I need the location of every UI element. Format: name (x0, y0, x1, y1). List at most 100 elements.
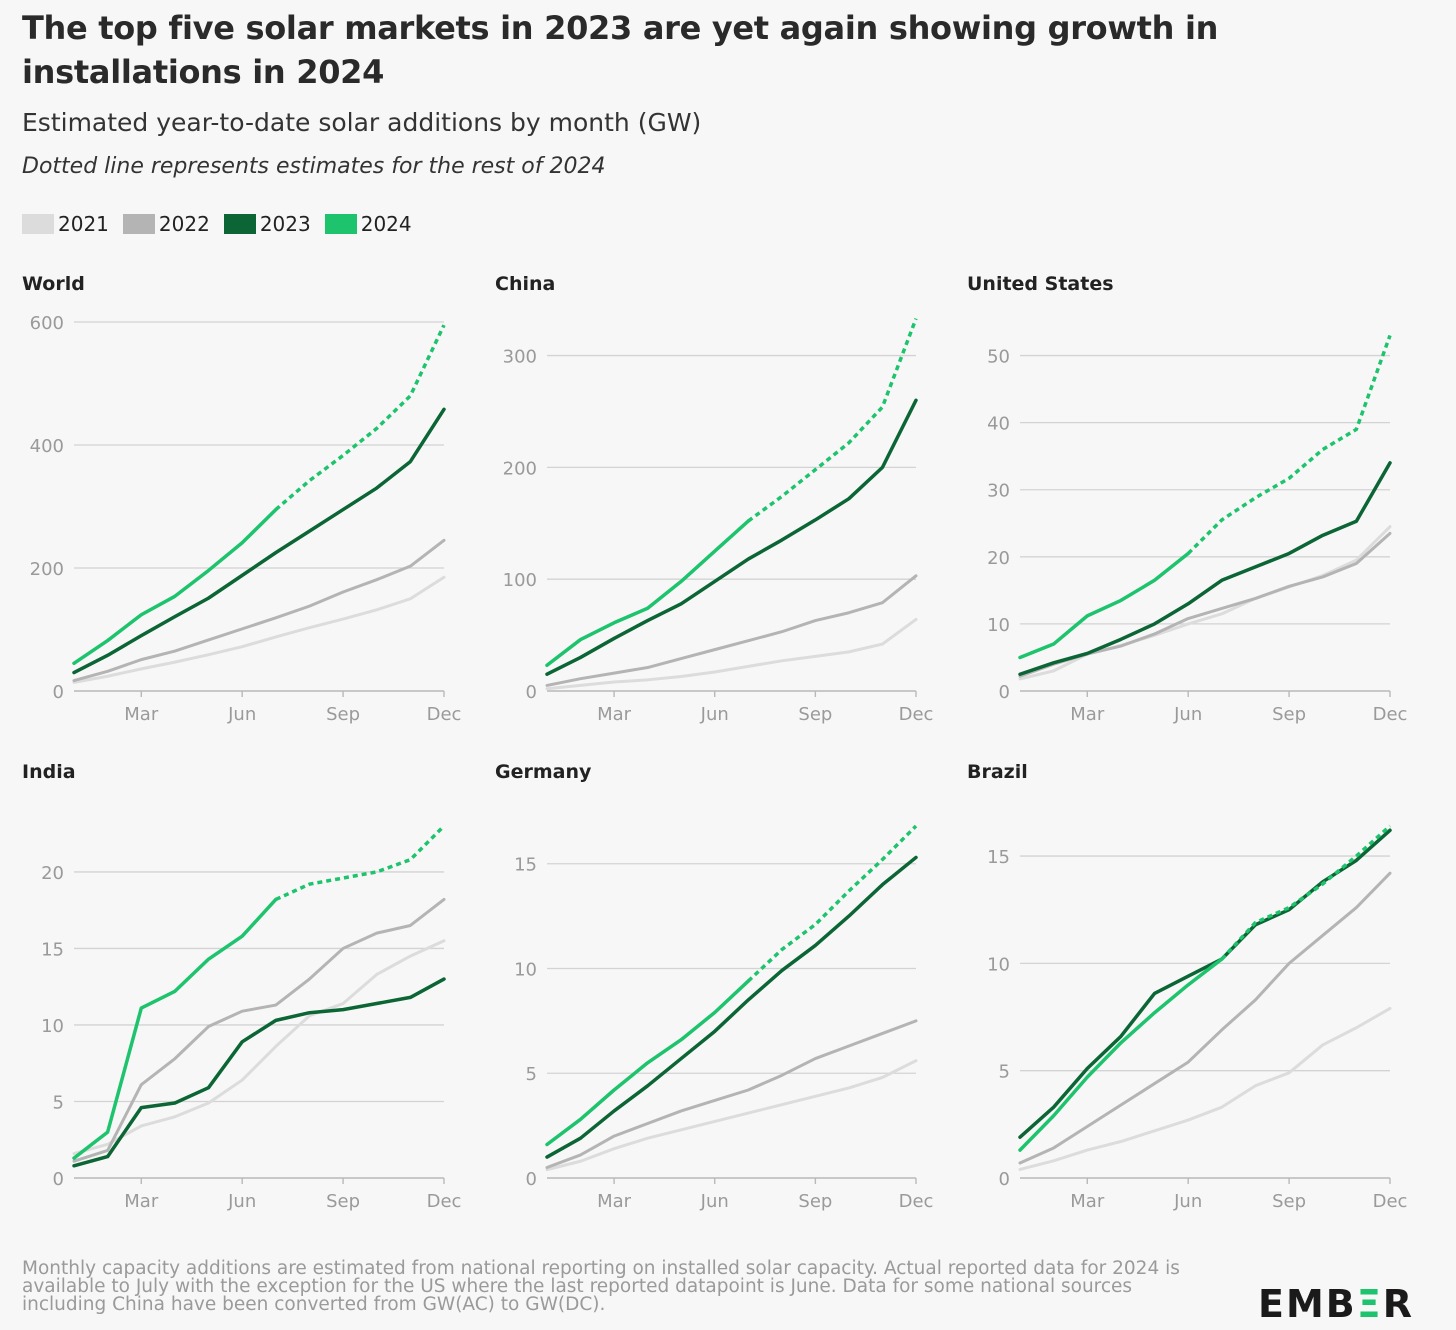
series-line-2021 (72, 939, 446, 1156)
x-tick-label: Sep (798, 704, 832, 725)
series-line-2024 (545, 979, 751, 1147)
x-tick-label: Dec (427, 1191, 462, 1212)
series-line-estimate-2024 (747, 318, 918, 523)
y-tick-label: 50 (987, 347, 1010, 368)
panel-title: Germany (495, 761, 592, 783)
series-line-2022 (72, 538, 446, 683)
legend-swatch (22, 214, 54, 234)
series-line-2022 (1018, 531, 1392, 678)
series-line-2023 (72, 407, 446, 675)
legend-label: 2023 (259, 212, 311, 236)
x-tick-label: Mar (124, 1191, 159, 1212)
legend: 2021 2022 2023 2024 (22, 212, 426, 236)
legend-item-2022: 2022 (122, 212, 210, 236)
series-line-2023 (545, 398, 918, 676)
y-tick-label: 300 (503, 347, 537, 368)
legend-item-2023: 2023 (223, 212, 311, 236)
y-tick-label: 30 (987, 481, 1010, 502)
x-tick-label: Mar (124, 704, 159, 725)
y-tick-label: 15 (514, 855, 537, 876)
y-tick-label: 200 (503, 458, 537, 479)
y-tick-label: 15 (987, 847, 1010, 868)
series-line-2021 (545, 617, 918, 691)
y-tick-label: 600 (30, 313, 64, 334)
legend-label: 2024 (360, 212, 412, 236)
estimate-note: Dotted line represents estimates for the… (22, 154, 606, 179)
x-tick-label: Dec (1373, 1191, 1408, 1212)
series-line-2021 (72, 575, 446, 684)
series-line-2024 (72, 897, 278, 1160)
y-tick-label: 0 (53, 1169, 64, 1190)
x-tick-label: Jun (700, 704, 729, 725)
series-line-2021 (545, 1059, 918, 1172)
y-tick-label: 100 (503, 570, 537, 591)
series-line-estimate-2024 (1186, 334, 1392, 555)
logo-text: EMB (1258, 1282, 1357, 1326)
x-tick-label: Dec (1373, 704, 1408, 725)
logo-accent: Ξ (1356, 1282, 1383, 1326)
y-tick-label: 5 (53, 1092, 64, 1113)
x-tick-label: Sep (798, 1191, 832, 1212)
series-line-2024 (72, 507, 278, 666)
legend-item-2021: 2021 (22, 212, 109, 236)
series-line-estimate-2024 (1220, 824, 1392, 961)
chart-subtitle: Estimated year-to-date solar additions b… (22, 108, 702, 137)
series-line-2021 (1018, 1006, 1392, 1171)
y-tick-label: 15 (41, 939, 64, 960)
legend-item-2024: 2024 (324, 212, 412, 236)
series-line-estimate-2024 (274, 324, 446, 511)
page-title: The top five solar markets in 2023 are y… (22, 9, 1219, 91)
footnote: Monthly capacity additions are estimated… (22, 1258, 1180, 1315)
series-line-2023 (545, 855, 918, 1159)
y-tick-label: 200 (30, 559, 64, 580)
ember-logo: EMBΞR (1258, 1282, 1414, 1326)
x-tick-label: Dec (899, 704, 934, 725)
x-tick-label: Sep (326, 704, 360, 725)
legend-swatch (122, 214, 155, 234)
panel-title: World (22, 273, 85, 295)
x-tick-label: Jun (700, 1191, 729, 1212)
y-tick-label: 20 (41, 863, 64, 884)
x-tick-label: Dec (899, 1191, 934, 1212)
panel-title: India (22, 761, 76, 783)
legend-swatch (324, 214, 357, 234)
y-tick-label: 40 (987, 414, 1010, 435)
y-tick-label: 5 (526, 1064, 537, 1085)
y-tick-label: 10 (41, 1016, 64, 1037)
series-line-2022 (545, 574, 918, 687)
y-tick-label: 400 (30, 436, 64, 457)
legend-label: 2021 (58, 212, 109, 236)
panel-title: United States (967, 273, 1114, 295)
panel-title: China (495, 273, 555, 295)
x-tick-label: Jun (227, 704, 256, 725)
y-tick-label: 10 (987, 615, 1010, 636)
x-tick-label: Jun (227, 1191, 256, 1212)
series-line-2023 (72, 977, 446, 1168)
x-tick-label: Mar (1070, 1191, 1105, 1212)
x-tick-label: Sep (1272, 704, 1306, 725)
x-tick-label: Sep (1272, 1191, 1306, 1212)
series-line-2024 (1018, 957, 1224, 1152)
legend-swatch (223, 214, 256, 234)
y-tick-label: 0 (999, 1169, 1010, 1190)
x-tick-label: Sep (326, 1191, 360, 1212)
x-tick-label: Jun (1173, 704, 1202, 725)
series-line-2024 (1018, 551, 1190, 660)
series-line-2023 (1018, 461, 1392, 676)
logo-text-end: R (1382, 1282, 1415, 1326)
y-tick-label: 0 (526, 1169, 537, 1190)
y-tick-label: 20 (987, 548, 1010, 569)
x-tick-label: Jun (1173, 1191, 1202, 1212)
y-tick-label: 0 (53, 682, 64, 703)
y-tick-label: 0 (526, 682, 537, 703)
legend-label: 2022 (158, 212, 210, 236)
series-line-2022 (545, 1019, 918, 1170)
y-tick-label: 0 (999, 682, 1010, 703)
series-line-2024 (545, 519, 751, 668)
series-line-2022 (1018, 871, 1392, 1165)
y-tick-label: 10 (514, 959, 537, 980)
x-tick-label: Dec (427, 704, 462, 725)
x-tick-label: Mar (597, 704, 632, 725)
y-tick-label: 5 (999, 1062, 1010, 1083)
